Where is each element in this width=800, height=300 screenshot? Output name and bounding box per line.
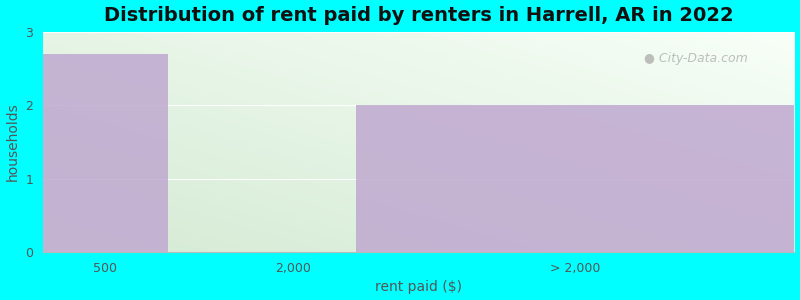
Title: Distribution of rent paid by renters in Harrell, AR in 2022: Distribution of rent paid by renters in … xyxy=(104,6,734,25)
Text: ● City-Data.com: ● City-Data.com xyxy=(644,52,748,64)
Y-axis label: households: households xyxy=(6,103,19,181)
Bar xyxy=(356,105,794,252)
X-axis label: rent paid ($): rent paid ($) xyxy=(375,280,462,294)
Bar xyxy=(43,54,168,252)
